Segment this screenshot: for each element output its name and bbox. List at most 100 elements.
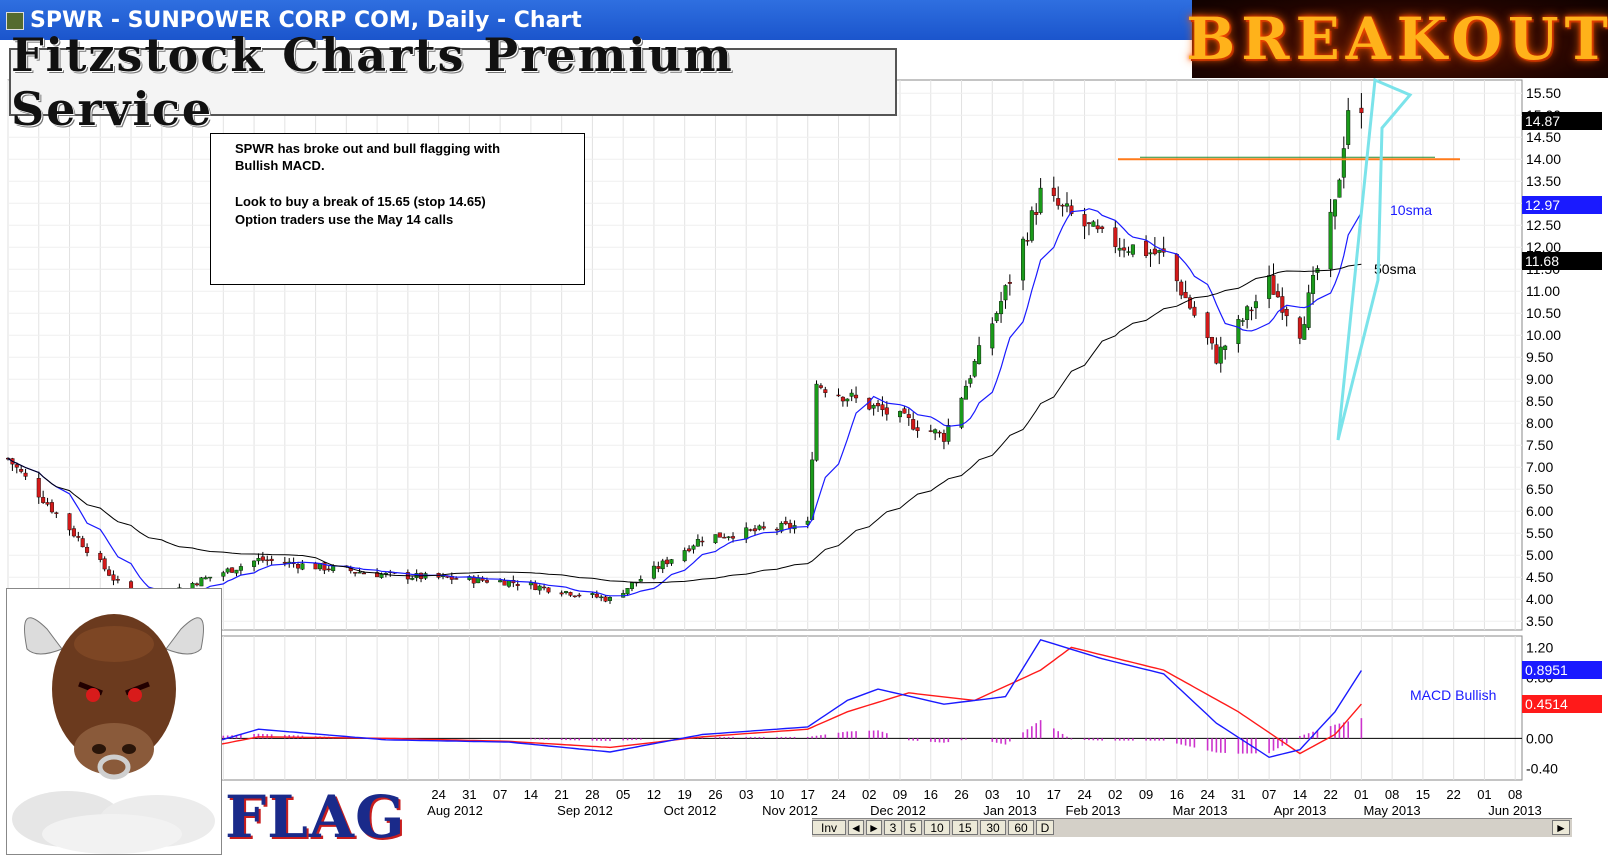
candle-body [660,560,665,570]
timeframe-tab[interactable]: 3 [884,820,902,835]
timeframe-tab[interactable]: D [1036,820,1054,835]
candle-body [1025,240,1030,242]
scroll-right-icon[interactable]: ► [866,820,882,835]
candle-body [71,528,76,537]
candle-body [194,583,199,586]
candle-body [379,573,384,578]
candle-body [19,469,24,472]
candle-body [1095,225,1100,230]
candle-body [1117,247,1122,251]
candle-body [23,472,28,477]
candle-body [757,525,762,530]
timeframe-tab[interactable]: 10 [924,820,950,835]
scroll-end-icon[interactable]: ► [1552,820,1570,835]
fitzstock-logo: Fitzstock Charts Premium Service [9,28,897,136]
scroll-left-icon[interactable]: ◄ [848,820,864,835]
candle-body [972,361,977,377]
candle-body [638,579,643,582]
annotation-note: SPWR has broke out and bull flagging wit… [210,133,585,285]
candle-body [1267,275,1272,299]
x-day-label: 17 [1047,787,1061,802]
candle-body [840,396,845,402]
timeframe-tab[interactable]: 60 [1008,820,1034,835]
macd-tag: 0.8951 [1522,661,1602,680]
candle-body [265,559,270,562]
chart-scrollbar[interactable]: Inv ◄ ► 3 5 10 15 30 60 D ► [812,818,1572,837]
macd-tick-label: 1.20 [1526,639,1553,655]
candle-body [1311,275,1316,294]
x-day-label: 22 [1446,787,1460,802]
candle-body [199,577,204,587]
x-day-label: 26 [954,787,968,802]
candle-body [594,593,599,598]
price-tick-label: 3.50 [1526,613,1553,629]
candle-body [282,561,287,564]
timeframe-tab[interactable]: 5 [904,820,922,835]
candle-body [849,392,854,397]
candle-body [946,425,951,442]
candle-body [1240,320,1245,322]
candle-body [994,313,999,322]
price-tick-label: 13.50 [1526,173,1561,189]
candle-body [300,563,305,570]
price-tick-label: 12.00 [1526,239,1561,255]
x-day-label: 14 [1293,787,1307,802]
candle-body [783,521,788,525]
candle-body [234,569,239,574]
candle-body [884,407,889,415]
candle-body [682,550,687,562]
candle-body [590,593,595,595]
x-month-label: Mar 2013 [1173,803,1228,818]
candle-body [85,546,90,553]
candle-body [691,545,696,550]
candle-body [959,397,964,428]
window-title: SPWR - SUNPOWER CORP COM, Daily - Chart [30,8,582,33]
candle-body [1060,204,1065,207]
candle-body [80,538,85,548]
candle-body [722,536,727,539]
candle-body [577,594,582,597]
note-line-1: SPWR has broke out and bull flagging wit… [235,141,501,156]
x-day-label: 14 [524,787,538,802]
x-day-label: 17 [800,787,814,802]
x-day-label: 07 [1262,787,1276,802]
candle-body [1271,275,1276,295]
chart-app-icon [6,12,24,30]
candle-body [107,569,112,576]
x-day-label: 12 [647,787,661,802]
candle-body [880,404,885,411]
candle-body [1302,324,1307,340]
x-month-label: Dec 2012 [870,803,926,818]
candle-body [1038,187,1043,213]
x-day-label: 31 [462,787,476,802]
timeframe-tab[interactable]: 30 [980,820,1006,835]
x-day-label: 09 [893,787,907,802]
candle-body [599,596,604,599]
candle-body [1218,346,1223,364]
candle-body [331,565,336,571]
candle-body [54,512,59,514]
inv-button[interactable]: Inv [812,820,846,835]
candle-body [375,572,380,578]
candle-body [542,586,547,589]
candle-body [1359,107,1364,114]
macd-tick-label: -0.40 [1526,761,1558,777]
x-day-label: 31 [1231,787,1245,802]
timeframe-tab[interactable]: 15 [952,820,978,835]
candle-body [717,532,722,538]
price-tick-label: 9.00 [1526,371,1553,387]
candle-body [221,572,226,577]
candle-body [915,427,920,431]
candle-body [845,398,850,402]
candle-body [252,560,257,567]
candle-body [1003,285,1008,301]
x-day-label: 16 [924,787,938,802]
candle-body [322,562,327,571]
candle-body [98,552,103,560]
x-day-label: 24 [831,787,845,802]
macd-tick-label: 0.00 [1526,730,1553,746]
candle-body [651,565,656,579]
candle-body [1179,281,1184,296]
candle-body [49,502,54,513]
candle-body [748,529,753,531]
